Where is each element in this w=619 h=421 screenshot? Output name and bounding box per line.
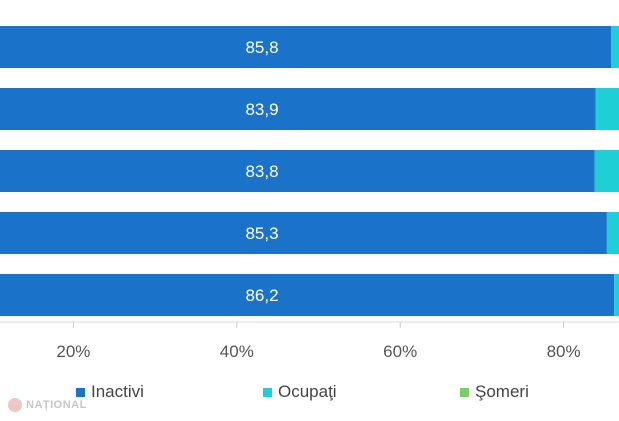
bar-segment-ocupaţi (595, 88, 619, 130)
data-label: 83,8 (245, 162, 278, 181)
legend-swatch-ocupati (263, 387, 272, 397)
data-label: 83,9 (245, 100, 278, 119)
bar-segment-ocupaţi (610, 26, 619, 68)
bar-segment-ocupaţi (606, 212, 619, 254)
bar-segment-inactivi (0, 212, 607, 254)
chart-legend: Inactivi Ocupaţi Şomeri (0, 378, 619, 406)
bar-segment-inactivi (0, 274, 615, 316)
watermark-logo-icon (8, 398, 22, 412)
watermark: NAȚIONAL (8, 398, 87, 412)
bar-segment-inactivi (0, 26, 611, 68)
legend-swatch-inactivi (76, 387, 85, 397)
legend-label-ocupati: Ocupaţi (278, 382, 337, 401)
bar-segment-ocupaţi (594, 150, 619, 192)
data-label: 86,2 (245, 286, 278, 305)
x-tick-label: 40% (220, 342, 254, 361)
data-label: 85,3 (245, 224, 278, 243)
x-tick-label: 60% (383, 342, 417, 361)
legend-label-inactivi: Inactivi (91, 382, 144, 401)
bar-segment-ocupaţi (614, 274, 619, 316)
data-label: 85,8 (245, 38, 278, 57)
legend-label-someri: Şomeri (475, 382, 529, 401)
legend-item-inactivi: Inactivi (76, 382, 144, 402)
x-tick-label: 20% (56, 342, 90, 361)
bar-segment-inactivi (0, 150, 595, 192)
watermark-text: NAȚIONAL (26, 399, 87, 411)
legend-item-someri: Şomeri (460, 382, 529, 402)
x-tick-label: 80% (547, 342, 581, 361)
bar-segment-inactivi (0, 88, 596, 130)
legend-item-ocupati: Ocupaţi (263, 382, 337, 402)
legend-swatch-someri (460, 387, 469, 397)
